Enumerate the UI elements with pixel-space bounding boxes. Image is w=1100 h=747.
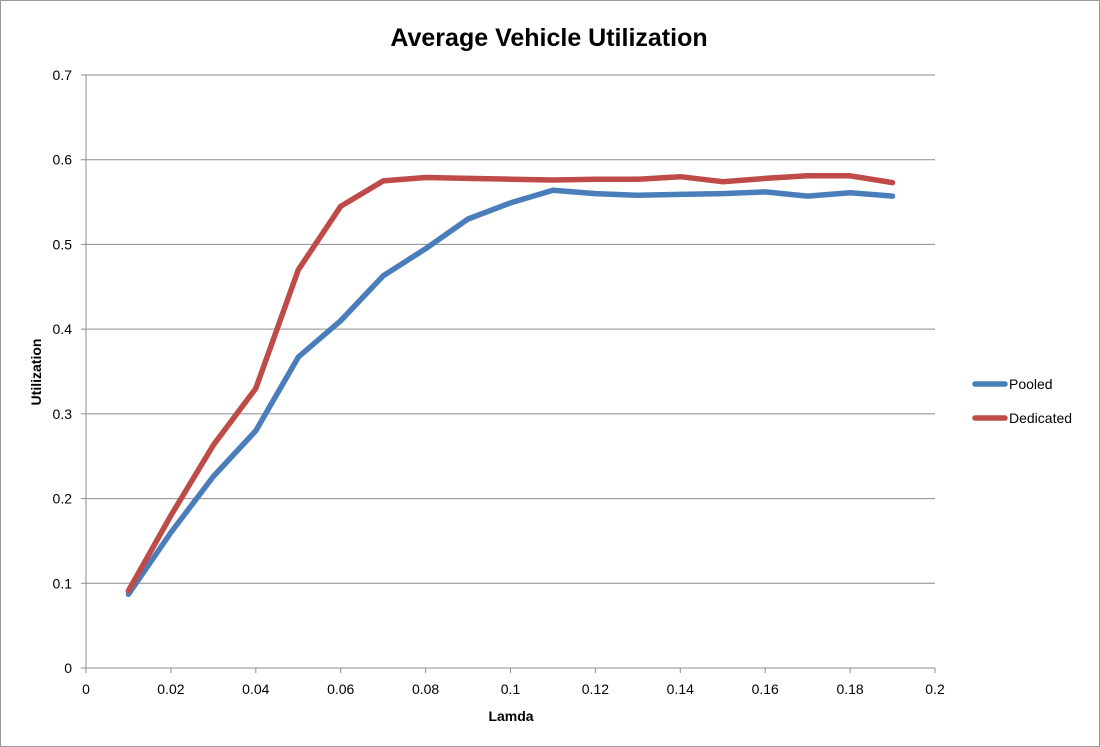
axes [85, 75, 935, 669]
y-tick-label: 0 [64, 660, 72, 676]
y-tick-label: 0.4 [53, 321, 73, 337]
x-tick-label: 0.1 [501, 681, 521, 697]
series-line-pooled [125, 187, 896, 598]
x-tick-label: 0 [82, 681, 90, 697]
y-tick-label: 0.5 [53, 236, 73, 252]
chart-title: Average Vehicle Utilization [390, 24, 707, 52]
y-tick-label: 0.2 [53, 491, 73, 507]
y-axis-ticks: 0 0.1 0.2 0.3 0.4 0.5 0.6 0.7 [53, 67, 86, 676]
series-line-dedicated [125, 173, 896, 594]
gridlines [86, 74, 935, 584]
x-tick-label: 0.08 [412, 681, 439, 697]
legend-label-pooled: Pooled [1009, 376, 1053, 392]
y-axis-label: Utilization [28, 339, 44, 406]
x-tick-label: 0.12 [582, 681, 609, 697]
legend: Pooled Dedicated [972, 376, 1072, 426]
legend-label-dedicated: Dedicated [1009, 410, 1072, 426]
x-tick-label: 0.18 [836, 681, 863, 697]
x-tick-label: 0.14 [667, 681, 694, 697]
x-tick-label: 0.2 [925, 681, 945, 697]
x-tick-label: 0.06 [327, 681, 354, 697]
x-tick-label: 0.02 [157, 681, 184, 697]
x-axis-ticks: 0 0.02 0.04 0.06 0.08 0.1 0.12 0.14 0.16 0.18 0.2 [82, 668, 945, 697]
y-tick-label: 0.7 [53, 67, 73, 83]
x-tick-label: 0.04 [242, 681, 269, 697]
x-tick-label: 0.16 [752, 681, 779, 697]
y-tick-label: 0.1 [53, 575, 73, 591]
series-lines [125, 173, 896, 598]
x-axis-label: Lamda [488, 708, 533, 724]
y-tick-label: 0.6 [53, 152, 73, 168]
y-tick-label: 0.3 [53, 406, 73, 422]
